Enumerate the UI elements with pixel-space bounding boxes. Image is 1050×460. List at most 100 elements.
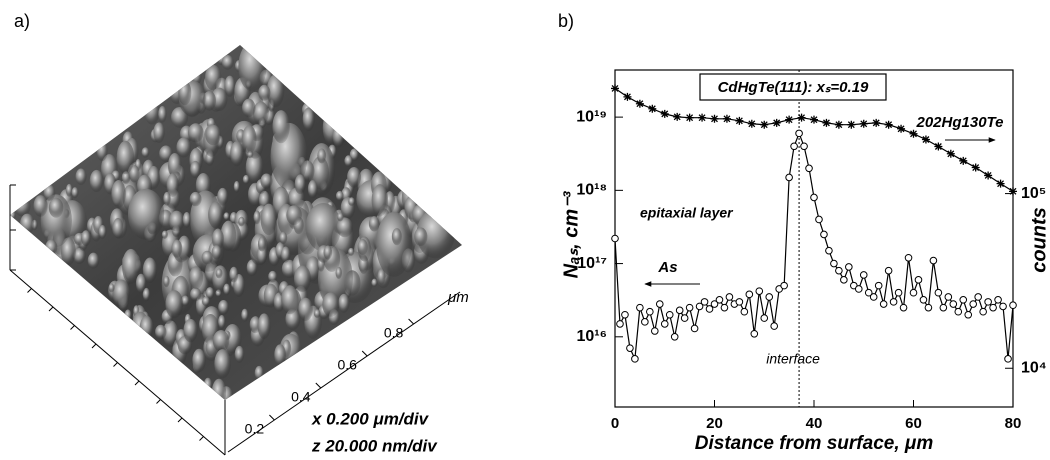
surface-peak [142,257,157,284]
data-point [884,120,893,129]
surface-peak [230,141,244,167]
surface-peak [221,54,234,70]
x-tick-label: 0.2 [245,421,265,437]
data-point [859,271,868,279]
surface-peak [279,231,288,245]
y-axis-label: Nₐₛ, cm⁻³ [560,190,582,278]
data-point [795,129,803,138]
data-point [964,310,973,319]
surface-peak [201,296,211,307]
surface-peak [338,293,350,313]
surface-peak [294,174,306,195]
surface-peak [189,266,204,290]
surface-peak [252,101,269,125]
surface-peak [307,180,318,199]
data-point [969,300,978,308]
surface-peak [335,190,344,202]
surface-peak [98,224,107,239]
y2-axis-label: counts [1028,207,1050,273]
x-tick-label: 0.4 [291,389,311,405]
data-point [722,114,731,123]
data-point [847,120,856,129]
surface-peak [376,212,412,277]
data-point [651,327,659,335]
data-point [939,303,948,312]
data-point [934,142,943,151]
surface-peak [242,98,256,118]
surface-peak [75,168,87,186]
surface-peak [260,203,278,236]
data-point [735,298,744,306]
surface-peak [116,140,135,175]
base-edge-tick [48,306,54,312]
data-point [740,307,749,316]
data-point [944,293,953,301]
surface-peak [135,273,147,294]
data-point [810,193,818,202]
surface-peak [414,227,428,247]
data-point [750,329,759,338]
data-point [822,118,831,127]
y-tick-label: 10¹⁷ [577,255,607,272]
surface-peak [305,203,342,252]
data-point [700,298,709,306]
x-tick-label: 80 [1005,415,1022,432]
surface-peak [286,205,302,225]
data-point [810,115,818,124]
data-point [994,296,1002,304]
data-point [1004,355,1012,363]
surface-peak [238,216,245,227]
data-point [800,142,808,151]
scale-note: x 0.200 μm/div [311,409,430,428]
surface-peak [168,210,185,232]
surface-peak [73,247,86,265]
surface-peak [234,345,245,363]
y-tick-label: 10¹⁸ [576,182,607,199]
surface-peak [81,230,91,247]
surface-peak [281,285,299,315]
data-point [845,263,853,271]
data-point [623,92,632,101]
data-point [660,320,669,328]
data-point [1009,187,1017,196]
surface-peak [272,110,290,144]
surface-peak [311,156,329,190]
data-point [698,113,707,122]
data-point [747,119,756,128]
surface-peak [274,344,286,367]
surface-peak [268,270,278,283]
surface-peak [204,64,222,91]
data-point [984,171,993,180]
data-point [785,173,793,182]
data-point [979,307,987,316]
x-axis-label: μm [447,289,469,306]
surface-peak [238,45,267,92]
base-edge-tick [113,362,118,367]
x-tick [269,414,275,421]
data-point [616,320,624,328]
x-tick [408,318,414,325]
data-point [924,303,933,312]
surface-peak [215,268,223,279]
surface-peak [241,125,257,154]
data-point [772,118,781,127]
surface-peak [348,247,355,256]
title-box [699,73,887,101]
surface-peak [153,122,165,144]
surface-peak [371,278,378,288]
surface-peak [178,80,192,106]
surface-peak [65,183,73,197]
surface-peak [317,148,327,164]
data-point [869,293,878,301]
data-point [864,288,873,297]
base-edge-tick [199,436,204,441]
surface-peak [371,184,389,217]
surface-peak [205,287,215,300]
data-point [874,281,883,290]
data-point [621,310,629,319]
surface-peak [258,84,271,101]
surface-peak [254,365,264,381]
surface-peak [155,324,167,340]
series-label: 202Hg130Te [916,114,1004,131]
surface-peak [163,275,170,288]
